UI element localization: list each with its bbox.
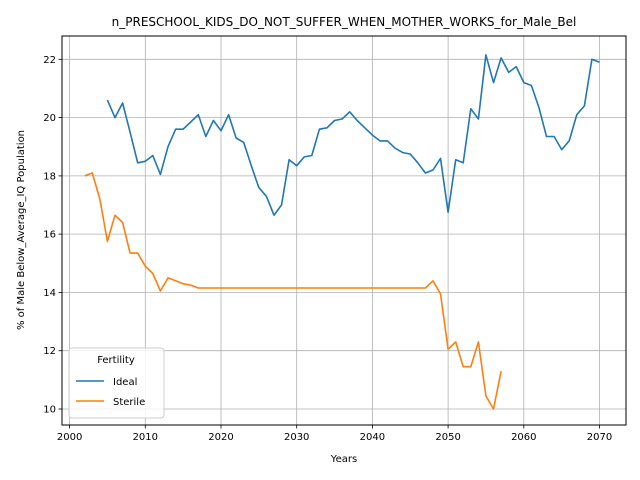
plot-lines (84, 54, 600, 410)
x-tick-label: 2040 (360, 432, 385, 443)
y-tick-label: 10 (43, 405, 56, 416)
y-tick-label: 12 (43, 346, 56, 357)
x-tick-label: 2060 (511, 432, 536, 443)
x-axis-ticks: 2000 2010 2020 2030 2040 2050 2060 2070 (57, 425, 612, 443)
legend-label-ideal: Ideal (113, 377, 137, 388)
y-tick-label: 14 (43, 288, 56, 299)
x-tick-label: 2020 (208, 432, 233, 443)
chart-title: n_PRESCHOOL_KIDS_DO_NOT_SUFFER_WHEN_MOTH… (112, 15, 577, 29)
plot-frame (61, 35, 627, 426)
legend-label-sterile: Sterile (113, 397, 145, 408)
y-tick-label: 16 (43, 230, 56, 241)
y-tick-label: 22 (43, 55, 56, 66)
x-tick-label: 2070 (587, 432, 612, 443)
x-tick-label: 2010 (133, 432, 158, 443)
y-axis-ticks: 10 12 14 16 18 20 22 (43, 55, 62, 416)
legend-title: Fertility (97, 355, 135, 366)
y-tick-label: 18 (43, 171, 56, 182)
y-tick-label: 20 (43, 113, 56, 124)
series-line-sterile (84, 172, 502, 410)
legend: Fertility Ideal Sterile (68, 347, 165, 419)
x-tick-label: 2030 (284, 432, 309, 443)
y-axis-label: % of Male Below_Average_IQ Population (16, 130, 27, 330)
x-tick-label: 2000 (57, 432, 82, 443)
x-tick-label: 2050 (435, 432, 460, 443)
series-line-ideal (106, 54, 600, 216)
x-axis-label: Years (330, 454, 357, 465)
